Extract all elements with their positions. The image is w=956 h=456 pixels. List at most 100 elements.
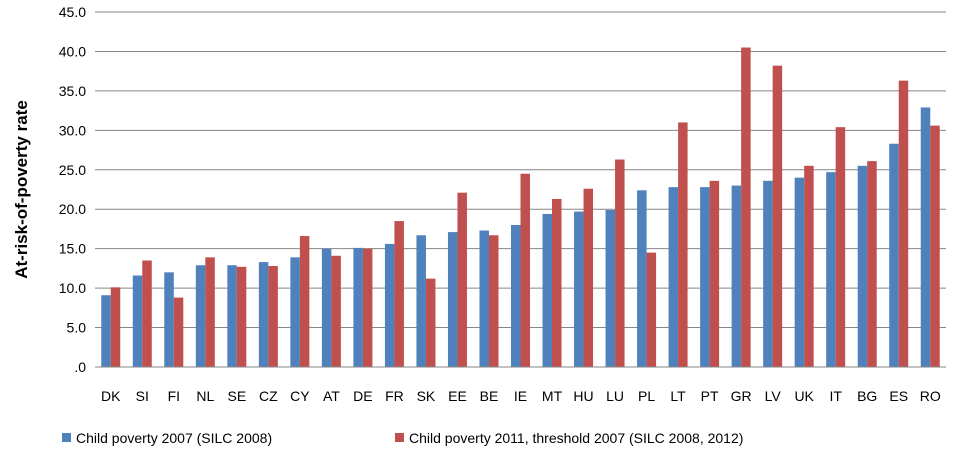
bar-NL-series-2	[205, 257, 215, 367]
bar-SI-series-2	[142, 260, 152, 367]
bar-UK-series-1	[794, 177, 805, 367]
bar-MT-series-1	[542, 213, 553, 367]
bar-LU-series-1	[605, 210, 616, 367]
bar-IT-series-2	[835, 127, 846, 367]
bar-SE-series-2	[236, 266, 247, 367]
bar-CY-series-2	[299, 236, 310, 367]
bar-EE-series-2	[457, 192, 467, 367]
bar-FR-series-1	[384, 243, 395, 367]
bar-PL-series-2	[646, 252, 657, 367]
x-tick-label-PL: PL	[638, 388, 655, 404]
x-tick-label-PT: PT	[701, 388, 719, 404]
bar-LT-series-2	[678, 122, 688, 367]
y-tick-label: 35.0	[59, 83, 86, 99]
y-tick-label: 30.0	[59, 122, 86, 138]
bar-BE-series-1	[479, 230, 489, 367]
bar-ES-series-2	[898, 80, 909, 367]
bar-DE-series-1	[353, 247, 363, 367]
bar-FI-series-2	[173, 297, 184, 367]
bar-DK-series-2	[110, 287, 121, 367]
x-tick-label-MT: MT	[542, 388, 563, 404]
x-tick-label-BG: BG	[857, 388, 877, 404]
bar-LT-series-1	[668, 187, 679, 367]
bar-BG-series-2	[867, 161, 877, 367]
x-tick-label-LT: LT	[670, 388, 686, 404]
bar-FR-series-2	[394, 221, 404, 367]
x-tick-label-IE: IE	[514, 388, 527, 404]
bar-EE-series-1	[447, 232, 458, 367]
y-tick-label: 40.0	[59, 43, 86, 59]
bar-PT-series-1	[700, 187, 710, 367]
x-tick-label-CZ: CZ	[259, 388, 278, 404]
y-tick-label: 25.0	[59, 162, 86, 178]
y-tick-label: 20.0	[59, 201, 86, 217]
bars	[101, 47, 940, 368]
bar-SK-series-1	[416, 235, 426, 367]
legend-swatch-series-2	[395, 433, 404, 442]
bar-GR-series-2	[741, 47, 751, 367]
y-axis-ticks: .0 5.0 10.0 15.0 20.0 25.0 30.0 35.0 40.0 45.0	[59, 4, 86, 375]
bar-CZ-series-1	[258, 262, 269, 367]
bar-DK-series-1	[101, 295, 111, 367]
bar-LV-series-1	[763, 180, 773, 367]
bar-UK-series-2	[804, 165, 814, 367]
bar-SK-series-2	[425, 278, 436, 367]
bar-RO-series-1	[920, 107, 931, 367]
x-tick-label-ES: ES	[889, 388, 908, 404]
bar-MT-series-2	[552, 198, 562, 367]
bar-SI-series-1	[132, 275, 143, 367]
bar-DE-series-2	[362, 248, 373, 367]
x-tick-label-AT: AT	[323, 388, 340, 404]
x-tick-label-LU: LU	[606, 388, 624, 404]
y-tick-label: 5.0	[67, 320, 87, 336]
y-tick-label: 45.0	[59, 4, 86, 20]
bar-FI-series-1	[164, 272, 174, 367]
x-axis-ticks: DK SI FI NL SE CZ CY AT DE FR SK EE BE IE MT HU LU PL LT PT…	[101, 388, 941, 404]
bar-SE-series-1	[227, 265, 237, 367]
bar-IE-series-1	[511, 225, 521, 367]
x-tick-label-UK: UK	[794, 388, 814, 404]
x-tick-label-SK: SK	[417, 388, 436, 404]
x-tick-label-FR: FR	[385, 388, 404, 404]
y-axis-title: At-risk-of-poverty rate	[12, 100, 31, 279]
bar-LV-series-2	[772, 65, 783, 368]
x-tick-label-LV: LV	[765, 388, 782, 404]
y-tick-label: .0	[74, 359, 86, 375]
bar-AT-series-1	[321, 248, 332, 367]
x-tick-label-RO: RO	[920, 388, 941, 404]
x-tick-label-DE: DE	[353, 388, 372, 404]
bar-IE-series-2	[520, 173, 530, 367]
x-tick-label-IT: IT	[829, 388, 842, 404]
y-tick-label: 10.0	[59, 280, 86, 296]
x-tick-label-SI: SI	[136, 388, 149, 404]
x-tick-label-FI: FI	[168, 388, 180, 404]
x-tick-label-GR: GR	[731, 388, 752, 404]
bar-NL-series-1	[195, 265, 206, 367]
bar-HU-series-2	[583, 188, 594, 367]
x-tick-label-BE: BE	[480, 388, 499, 404]
bar-PT-series-2	[709, 180, 720, 367]
bar-ES-series-1	[889, 143, 899, 367]
legend-label-series-1: Child poverty 2007 (SILC 2008)	[76, 430, 272, 446]
bar-AT-series-2	[331, 255, 341, 367]
bar-CZ-series-2	[268, 266, 278, 367]
x-tick-label-CY: CY	[290, 388, 310, 404]
x-tick-label-SE: SE	[227, 388, 246, 404]
legend-swatch-series-1	[62, 433, 71, 442]
legend-label-series-2: Child poverty 2011, threshold 2007 (SILC…	[409, 430, 743, 446]
bar-HU-series-1	[574, 211, 584, 367]
bar-BE-series-2	[488, 235, 499, 367]
bar-GR-series-1	[731, 185, 742, 367]
bar-PL-series-1	[637, 190, 647, 367]
y-tick-label: 15.0	[59, 241, 86, 257]
x-tick-label-NL: NL	[196, 388, 214, 404]
bar-CY-series-1	[290, 257, 300, 367]
legend: Child poverty 2007 (SILC 2008) Child pov…	[62, 430, 743, 446]
x-tick-label-DK: DK	[101, 388, 121, 404]
bar-IT-series-1	[826, 172, 836, 367]
bar-BG-series-1	[857, 165, 868, 367]
x-tick-label-HU: HU	[573, 388, 593, 404]
x-tick-label-EE: EE	[448, 388, 467, 404]
bar-LU-series-2	[615, 159, 625, 367]
